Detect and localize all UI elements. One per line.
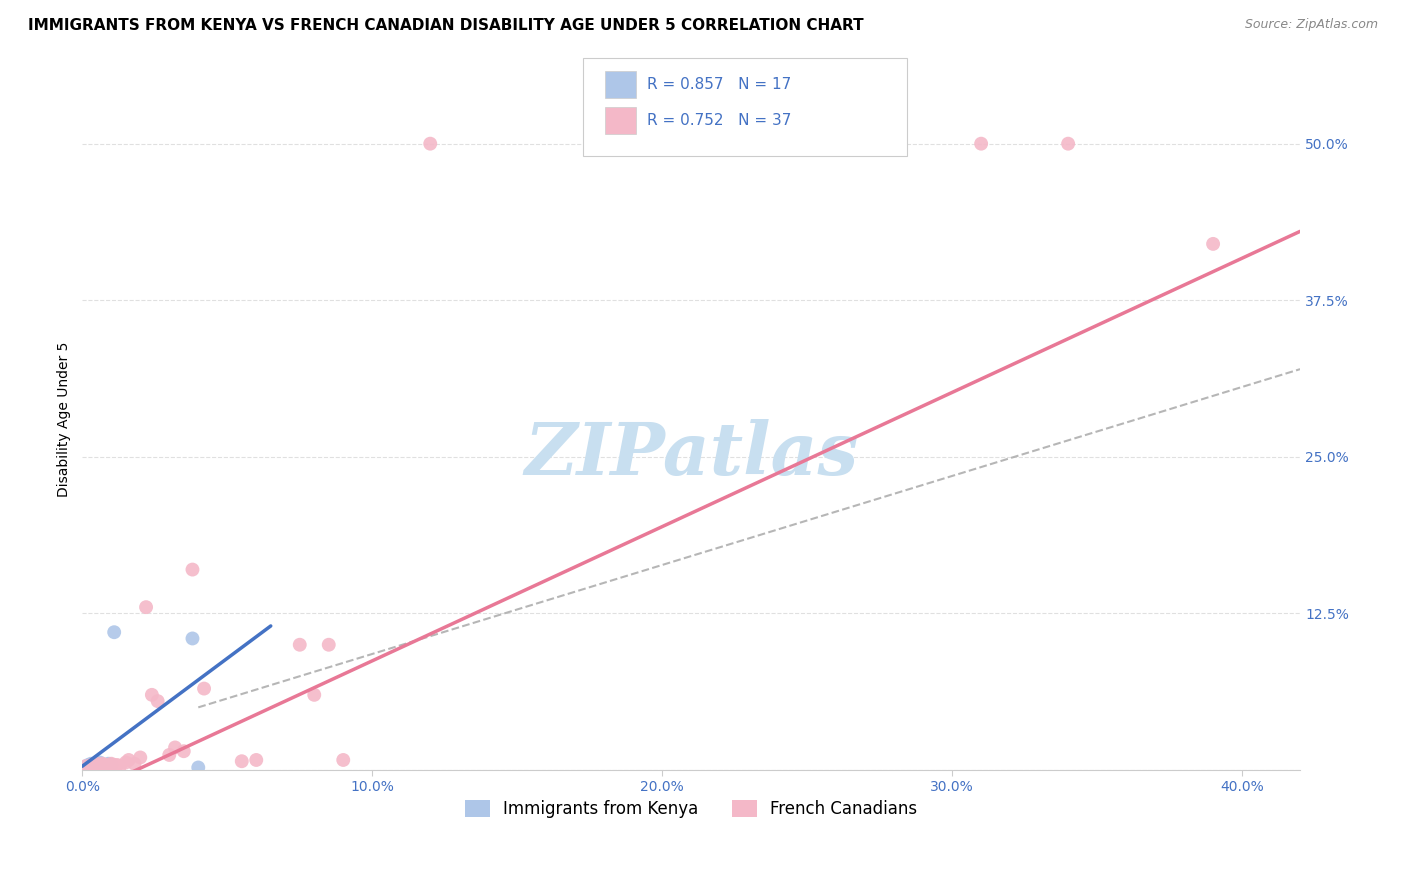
Point xyxy=(318,638,340,652)
Point xyxy=(91,759,114,773)
Point xyxy=(75,760,97,774)
Text: R = 0.752   N = 37: R = 0.752 N = 37 xyxy=(647,113,792,128)
Point xyxy=(135,600,157,615)
Point xyxy=(181,563,204,577)
Point xyxy=(288,638,311,652)
Point xyxy=(118,753,141,767)
Point xyxy=(181,632,204,646)
Point xyxy=(129,750,152,764)
Point xyxy=(970,136,993,151)
Text: R = 0.857   N = 17: R = 0.857 N = 17 xyxy=(647,78,792,92)
Point xyxy=(103,758,125,772)
Point xyxy=(146,694,169,708)
Point xyxy=(97,756,120,771)
Point xyxy=(231,754,253,768)
Point xyxy=(419,136,441,151)
Point xyxy=(80,759,103,773)
Point xyxy=(157,747,180,762)
Point xyxy=(100,756,122,771)
Point xyxy=(1202,236,1225,251)
Point xyxy=(77,760,100,774)
Point xyxy=(91,756,114,771)
Point xyxy=(89,756,111,770)
Point xyxy=(97,759,120,773)
Point xyxy=(80,758,103,772)
Point xyxy=(83,760,105,774)
Text: ZIPatlas: ZIPatlas xyxy=(524,419,858,490)
Point xyxy=(86,756,108,771)
Point xyxy=(94,758,117,772)
Point xyxy=(86,759,108,773)
Point xyxy=(173,744,195,758)
Point xyxy=(105,758,128,772)
Point xyxy=(91,758,114,772)
Point xyxy=(75,759,97,773)
Point xyxy=(94,759,117,773)
Text: IMMIGRANTS FROM KENYA VS FRENCH CANADIAN DISABILITY AGE UNDER 5 CORRELATION CHAR: IMMIGRANTS FROM KENYA VS FRENCH CANADIAN… xyxy=(28,18,863,33)
Point xyxy=(103,625,125,640)
Point xyxy=(86,759,108,773)
Point xyxy=(124,756,146,771)
Point xyxy=(100,758,122,772)
Point xyxy=(304,688,326,702)
Point xyxy=(80,756,103,771)
Legend: Immigrants from Kenya, French Canadians: Immigrants from Kenya, French Canadians xyxy=(458,793,924,825)
Point xyxy=(83,758,105,772)
Point xyxy=(83,759,105,773)
Point xyxy=(89,760,111,774)
Y-axis label: Disability Age Under 5: Disability Age Under 5 xyxy=(58,342,72,497)
Point xyxy=(1057,136,1080,151)
Point xyxy=(108,759,131,773)
Point xyxy=(165,740,187,755)
Text: Source: ZipAtlas.com: Source: ZipAtlas.com xyxy=(1244,18,1378,31)
Point xyxy=(332,753,354,767)
Point xyxy=(141,688,163,702)
Point xyxy=(245,753,267,767)
Point xyxy=(89,758,111,772)
Point xyxy=(187,760,209,774)
Point xyxy=(86,758,108,772)
Point xyxy=(77,758,100,772)
Point xyxy=(114,756,136,770)
Point xyxy=(193,681,215,696)
